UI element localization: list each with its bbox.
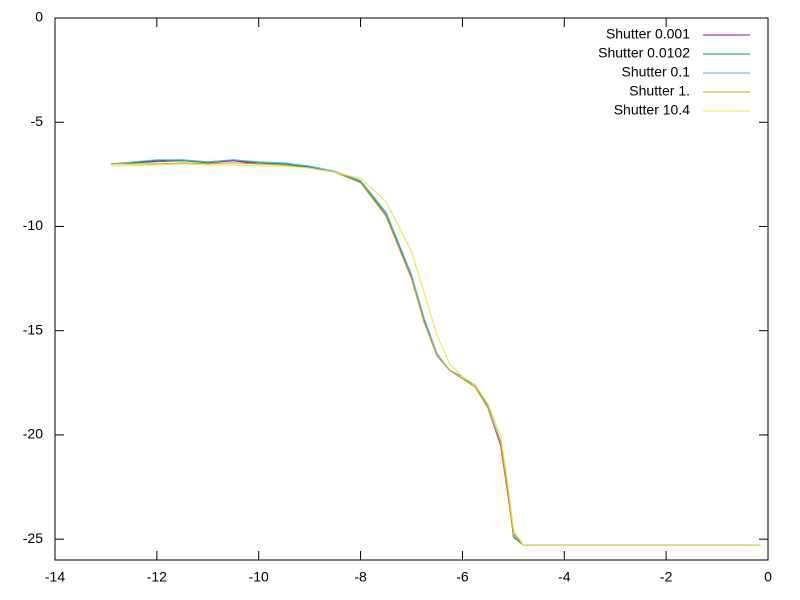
legend-label: Shutter 10.4 bbox=[614, 102, 690, 118]
series-line bbox=[111, 162, 761, 546]
y-tick-label: 0 bbox=[35, 9, 43, 25]
y-tick-label: -5 bbox=[31, 113, 44, 129]
x-tick-label: -12 bbox=[147, 569, 167, 585]
x-tick-label: -4 bbox=[558, 569, 571, 585]
plot-frame bbox=[54, 17, 769, 561]
legend-label: Shutter 0.001 bbox=[606, 26, 690, 42]
y-tick-label: -20 bbox=[23, 426, 43, 442]
series-line bbox=[110, 163, 761, 546]
x-tick-label: 0 bbox=[764, 569, 772, 585]
x-tick-label: -2 bbox=[660, 569, 673, 585]
x-tick-label: -14 bbox=[45, 569, 65, 585]
legend-label: Shutter 1. bbox=[629, 83, 690, 99]
legend-label: Shutter 0.1 bbox=[622, 64, 691, 80]
x-tick-label: -6 bbox=[456, 569, 469, 585]
legend-label: Shutter 0.0102 bbox=[598, 45, 690, 61]
y-tick-label: -25 bbox=[23, 530, 43, 546]
y-tick-label: -10 bbox=[23, 217, 43, 233]
x-tick-label: -8 bbox=[354, 569, 367, 585]
x-tick-label: -10 bbox=[249, 569, 269, 585]
y-tick-label: -15 bbox=[23, 321, 43, 337]
